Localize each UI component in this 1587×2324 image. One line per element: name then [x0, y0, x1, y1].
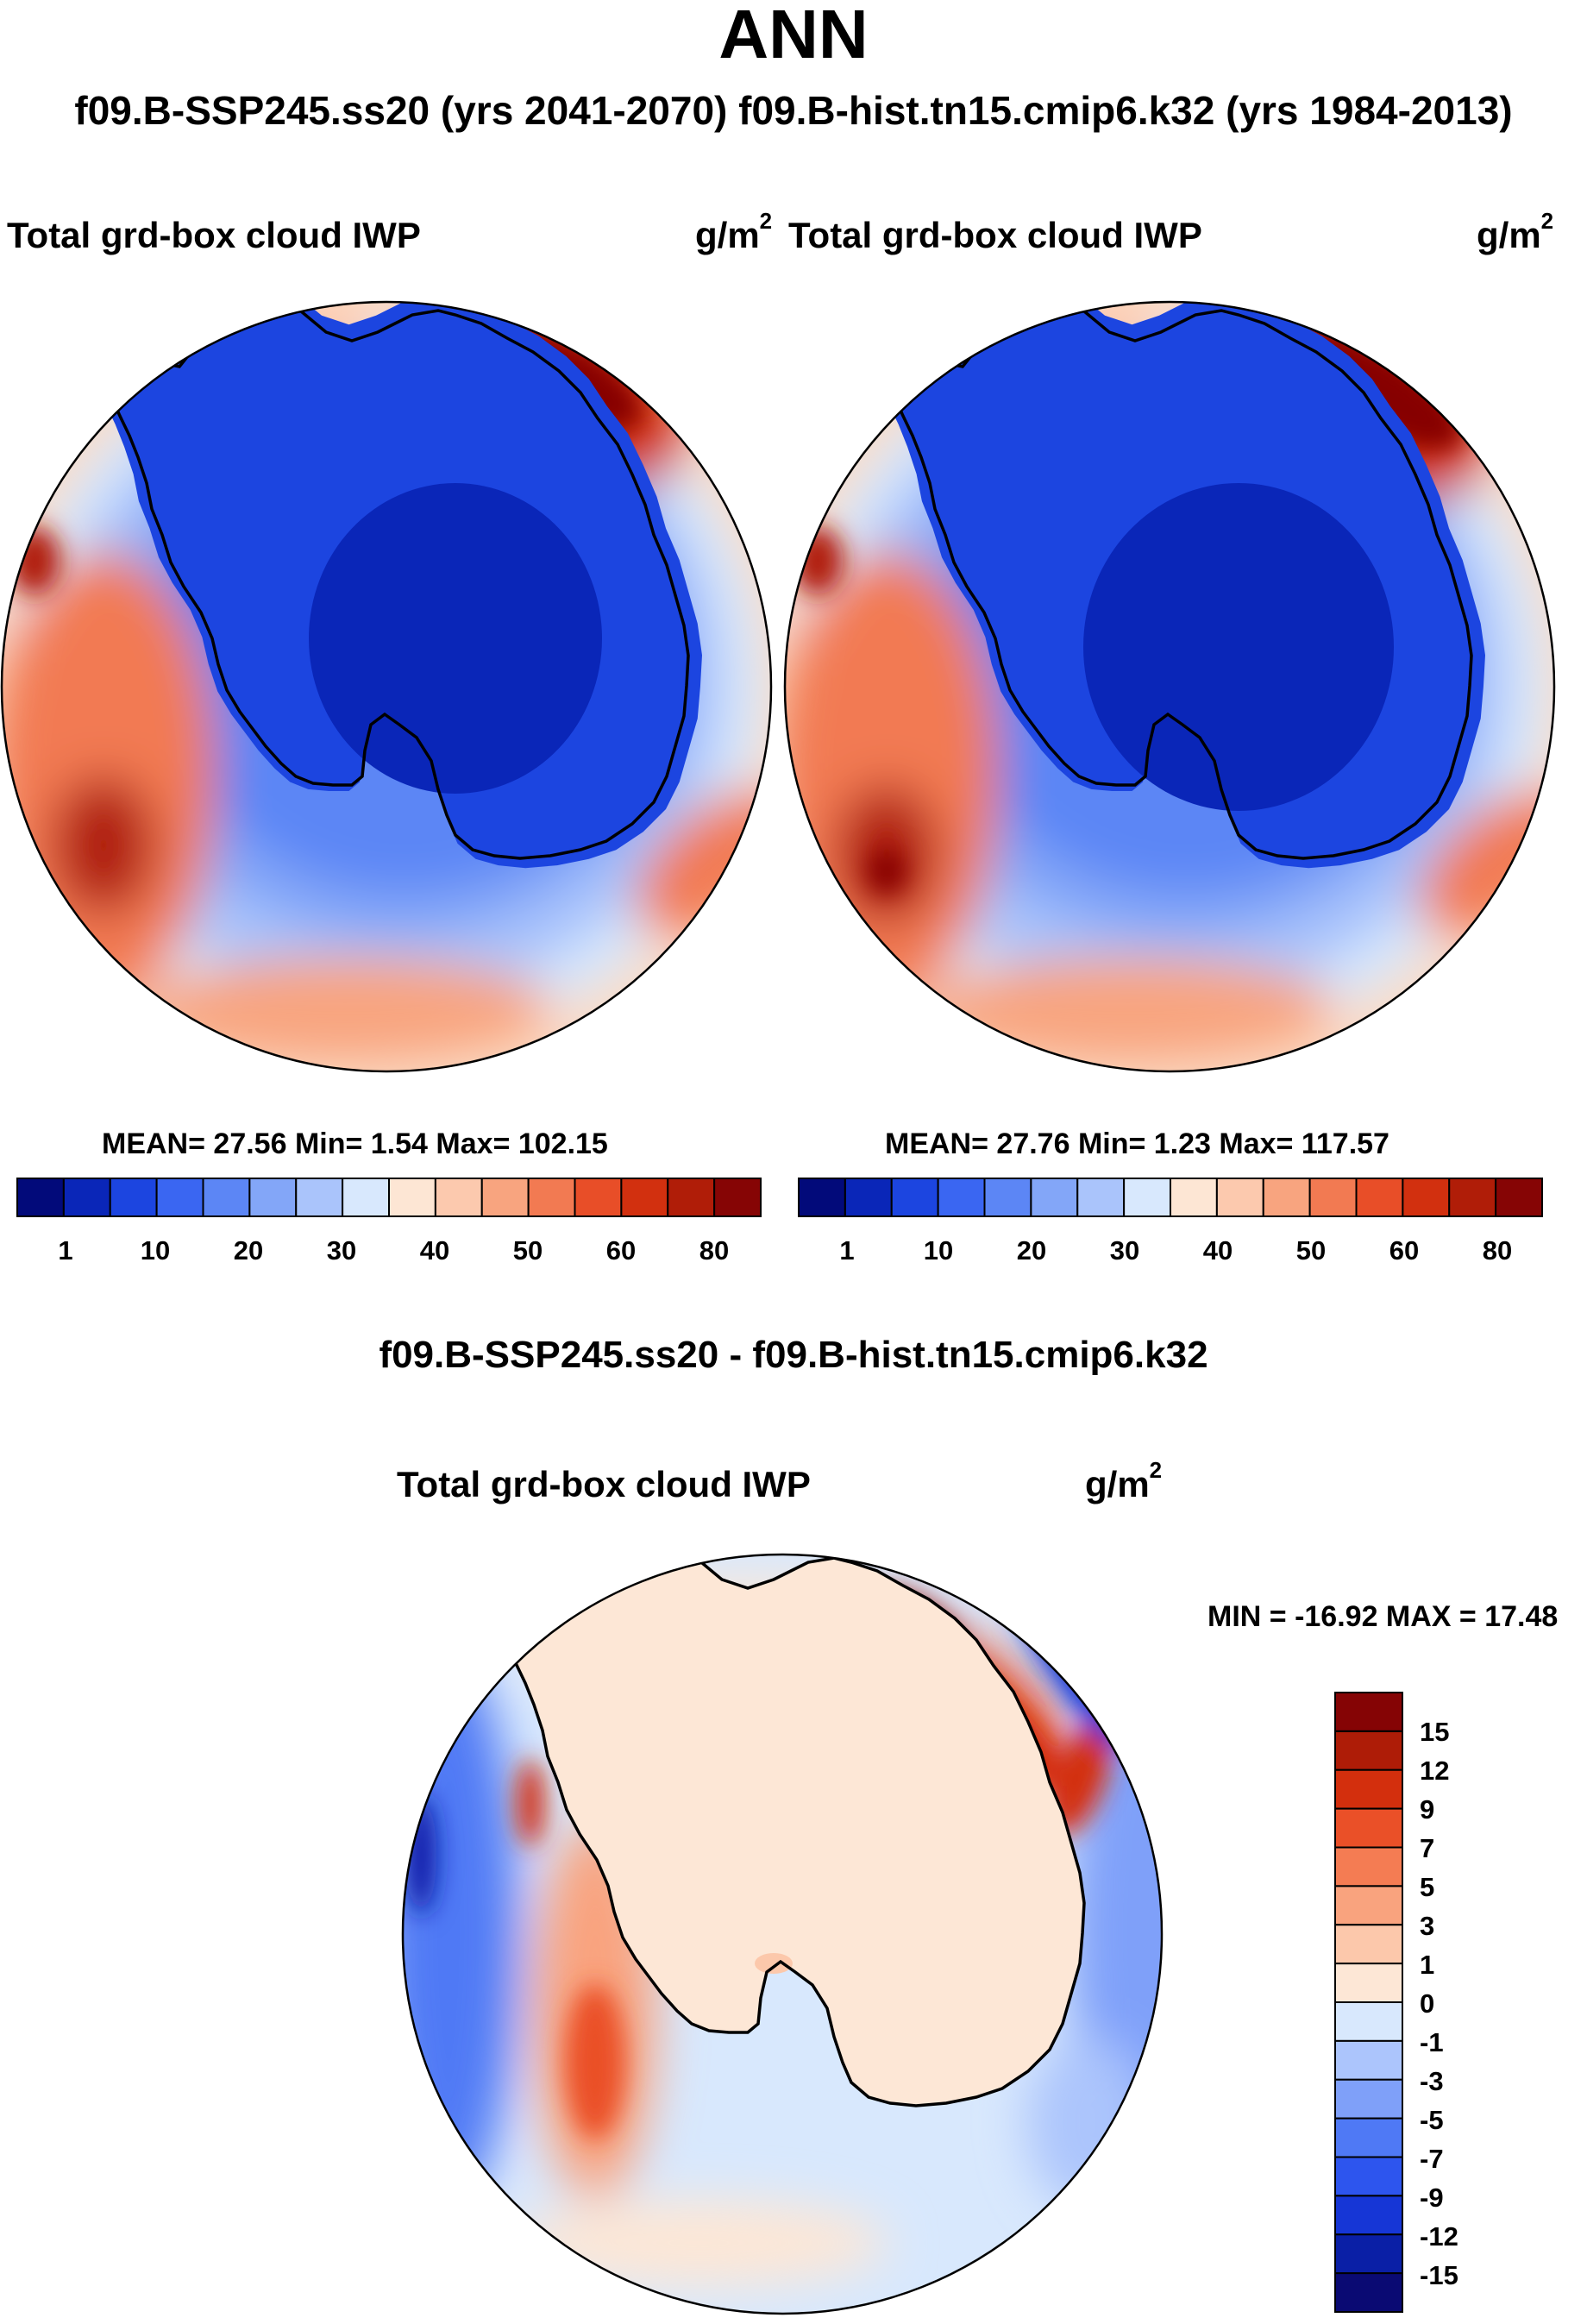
colorbar-control — [798, 1178, 1543, 1217]
colorbar-difference-swatch — [1334, 1807, 1403, 1849]
colorbar-difference-swatch — [1334, 1885, 1403, 1926]
cb-control-label: 1 — [839, 1235, 855, 1266]
colorbar-difference-swatch — [1334, 1963, 1403, 2003]
cb-diff-label: 15 — [1420, 1717, 1450, 1747]
cb-test-label: 80 — [699, 1235, 730, 1266]
cb-test-label: 30 — [326, 1235, 357, 1266]
colorbar-control-swatch — [890, 1178, 939, 1217]
colorbar-control-swatch — [1402, 1178, 1451, 1217]
cb-test-label: 50 — [512, 1235, 543, 1266]
colorbar-control-swatch — [1076, 1178, 1126, 1217]
colorbar-control-swatch — [798, 1178, 846, 1217]
colorbar-control-swatch — [1448, 1178, 1497, 1217]
panel-control-stats: MEAN= 27.76 Min= 1.23 Max= 117.57 — [885, 1127, 1389, 1160]
cb-diff-label: 12 — [1420, 1756, 1450, 1786]
colorbar-test-swatch — [342, 1178, 390, 1217]
colorbar-difference-swatch — [1334, 1692, 1403, 1732]
colorbar-control-swatch — [1308, 1178, 1358, 1217]
colorbar-difference-swatch — [1334, 1924, 1403, 1965]
cb-test-label: 20 — [233, 1235, 264, 1266]
panel-diff-variable: Total grd-box cloud IWP — [397, 1464, 811, 1504]
colorbar-test-swatch — [388, 1178, 436, 1217]
colorbar-test-swatch — [527, 1178, 576, 1217]
cb-test-label: 40 — [419, 1235, 450, 1266]
colorbar-test-swatch — [574, 1178, 623, 1217]
colorbar-test-swatch — [62, 1178, 111, 1217]
colorbar-test-swatch — [713, 1178, 762, 1217]
colorbar-test-swatch — [248, 1178, 298, 1217]
colorbar-control-swatch — [983, 1178, 1032, 1217]
cb-control-label: 10 — [923, 1235, 954, 1266]
colorbar-difference-swatch — [1334, 2272, 1403, 2313]
colorbar-test-swatch — [155, 1178, 204, 1217]
colorbar-difference-swatch — [1334, 2001, 1403, 2042]
cb-diff-label: 0 — [1420, 1988, 1435, 2019]
colorbar-difference-swatch — [1334, 1846, 1403, 1887]
panel-diff-stats: MIN = -16.92 MAX = 17.48 — [1208, 1600, 1559, 1633]
cb-diff-label: 7 — [1420, 1833, 1435, 1863]
colorbar-test-swatch — [620, 1178, 669, 1217]
map-difference — [401, 1553, 1164, 2315]
cb-control-label: 60 — [1389, 1235, 1420, 1266]
colorbar-difference-swatch — [1334, 1730, 1403, 1771]
panel-test-stats: MEAN= 27.56 Min= 1.54 Max= 102.15 — [102, 1127, 608, 1160]
colorbar-test-swatch — [16, 1178, 65, 1217]
cb-diff-label: -3 — [1420, 2066, 1444, 2096]
colorbar-difference-swatch — [1334, 2117, 1403, 2158]
colorbar-difference-swatch — [1334, 2233, 1403, 2275]
colorbar-difference-swatch — [1334, 2078, 1403, 2120]
colorbar-difference-swatch — [1334, 2039, 1403, 2081]
cb-diff-label: 9 — [1420, 1794, 1435, 1825]
colorbar-control-swatch — [1215, 1178, 1264, 1217]
colorbar-control-swatch — [1030, 1178, 1079, 1217]
map-control — [783, 300, 1556, 1073]
colorbar-control-swatch — [1355, 1178, 1404, 1217]
colorbar-test — [16, 1178, 762, 1217]
colorbar-difference-swatch — [1334, 2156, 1403, 2197]
cb-control-label: 30 — [1109, 1235, 1140, 1266]
map-test — [0, 300, 773, 1073]
panel-control-unit: g/m2 — [1477, 208, 1554, 255]
case-description: f09.B-SSP245.ss20 (yrs 2041-2070) f09.B-… — [74, 88, 1513, 133]
cb-test-label: 1 — [58, 1235, 73, 1266]
colorbar-test-swatch — [434, 1178, 483, 1217]
cb-control-label: 20 — [1016, 1235, 1047, 1266]
cb-diff-label: -7 — [1420, 2144, 1444, 2174]
cb-diff-label: -1 — [1420, 2027, 1444, 2057]
colorbar-test-swatch — [109, 1178, 158, 1217]
colorbar-control-swatch — [1170, 1178, 1218, 1217]
cb-diff-label: -12 — [1420, 2221, 1458, 2252]
cb-diff-label: 3 — [1420, 1911, 1435, 1941]
difference-title: f09.B-SSP245.ss20 - f09.B-hist.tn15.cmip… — [379, 1334, 1208, 1376]
cb-diff-label: -9 — [1420, 2183, 1444, 2213]
colorbar-test-swatch — [667, 1178, 716, 1217]
panel-control-variable: Total grd-box cloud IWP — [788, 215, 1202, 255]
colorbar-control-swatch — [1495, 1178, 1543, 1217]
cb-control-label: 40 — [1202, 1235, 1233, 1266]
colorbar-control-swatch — [937, 1178, 986, 1217]
colorbar-control-swatch — [844, 1178, 893, 1217]
cb-control-label: 80 — [1482, 1235, 1513, 1266]
colorbar-test-swatch — [295, 1178, 344, 1217]
cb-test-label: 10 — [140, 1235, 171, 1266]
colorbar-control-swatch — [1123, 1178, 1171, 1217]
cb-diff-label: -5 — [1420, 2105, 1444, 2135]
panel-diff-unit: g/m2 — [1085, 1457, 1163, 1504]
colorbar-difference-swatch — [1334, 2195, 1403, 2236]
cb-diff-label: -15 — [1420, 2260, 1458, 2290]
panel-test-variable: Total grd-box cloud IWP — [7, 215, 421, 255]
colorbar-test-swatch — [480, 1178, 530, 1217]
panel-test-unit: g/m2 — [695, 208, 773, 255]
cb-control-label: 50 — [1295, 1235, 1327, 1266]
colorbar-control-swatch — [1262, 1178, 1311, 1217]
colorbar-difference-swatch — [1334, 1768, 1403, 1810]
cb-diff-label: 1 — [1420, 1950, 1435, 1980]
colorbar-difference — [1334, 1692, 1403, 2313]
cb-test-label: 60 — [605, 1235, 637, 1266]
colorbar-test-swatch — [202, 1178, 251, 1217]
cb-diff-label: 5 — [1420, 1872, 1435, 1902]
figure-title: ANN — [718, 0, 869, 72]
